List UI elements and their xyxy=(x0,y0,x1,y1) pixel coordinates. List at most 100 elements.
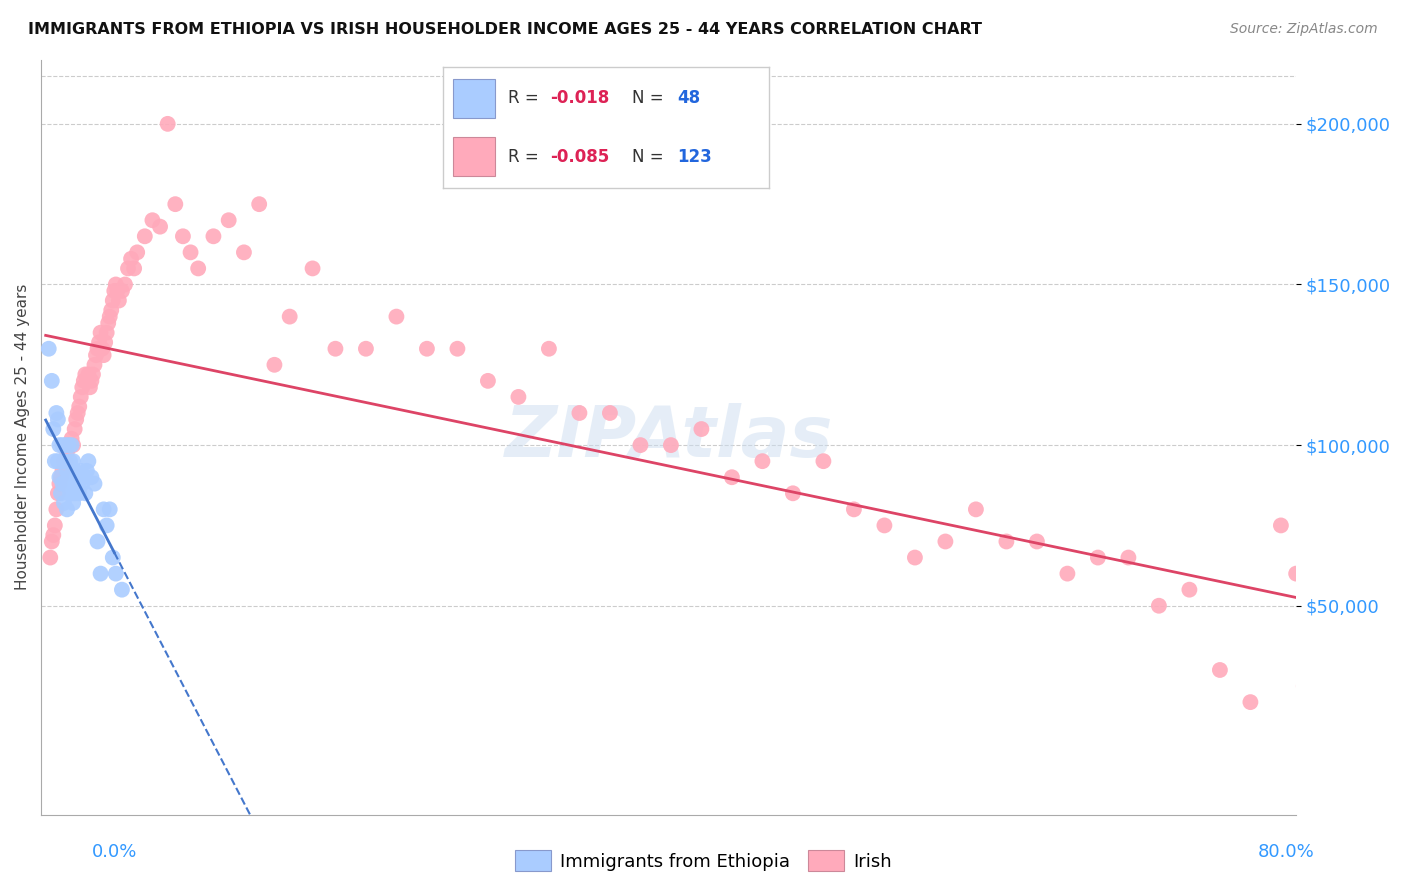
Point xyxy=(55,454,77,468)
Point xyxy=(60,438,83,452)
Y-axis label: Householder Income Ages 25 - 44 years: Householder Income Ages 25 - 44 years xyxy=(15,284,30,591)
Point xyxy=(51,464,73,478)
Point xyxy=(180,245,202,260)
Point xyxy=(873,518,896,533)
Point xyxy=(46,412,69,426)
Text: IMMIGRANTS FROM ETHIOPIA VS IRISH HOUSEHOLDER INCOME AGES 25 - 44 YEARS CORRELAT: IMMIGRANTS FROM ETHIOPIA VS IRISH HOUSEH… xyxy=(28,22,983,37)
Point xyxy=(108,293,131,308)
Point xyxy=(354,342,377,356)
Point xyxy=(62,438,84,452)
Text: 80.0%: 80.0% xyxy=(1258,843,1315,861)
Point xyxy=(42,422,65,436)
Point xyxy=(66,476,89,491)
Point xyxy=(45,502,67,516)
Point xyxy=(49,486,72,500)
Point xyxy=(56,502,79,516)
Point xyxy=(76,464,98,478)
Point xyxy=(1118,550,1140,565)
Point xyxy=(96,518,118,533)
Point xyxy=(628,438,651,452)
Point xyxy=(477,374,499,388)
Point xyxy=(83,358,105,372)
Point xyxy=(56,464,79,478)
Point xyxy=(72,380,94,394)
Point xyxy=(97,316,120,330)
Point xyxy=(75,486,97,500)
Point xyxy=(98,502,121,516)
Point xyxy=(1270,518,1292,533)
Point xyxy=(48,470,70,484)
Point xyxy=(63,422,86,436)
Point xyxy=(101,550,124,565)
Point xyxy=(58,438,80,452)
Point xyxy=(91,342,114,356)
Point xyxy=(46,486,69,500)
Point xyxy=(82,368,104,382)
Point xyxy=(232,245,254,260)
Point xyxy=(100,303,122,318)
Point xyxy=(63,486,86,500)
Point xyxy=(45,406,67,420)
Point xyxy=(51,476,73,491)
Point xyxy=(263,358,285,372)
Point xyxy=(55,476,77,491)
Point xyxy=(508,390,530,404)
Point xyxy=(149,219,172,234)
Point xyxy=(105,284,128,298)
Point xyxy=(73,470,96,484)
Point xyxy=(53,454,76,468)
Point xyxy=(117,261,139,276)
Point xyxy=(87,335,110,350)
Point xyxy=(66,406,89,420)
Point xyxy=(1147,599,1170,613)
Point xyxy=(934,534,956,549)
Point xyxy=(48,476,70,491)
Point xyxy=(90,326,112,340)
Point xyxy=(83,476,105,491)
Point xyxy=(77,454,100,468)
Point xyxy=(76,374,98,388)
Point xyxy=(69,390,91,404)
Point xyxy=(59,454,82,468)
Point xyxy=(1292,679,1315,693)
Point xyxy=(38,342,60,356)
Point xyxy=(134,229,156,244)
Legend: Immigrants from Ethiopia, Irish: Immigrants from Ethiopia, Irish xyxy=(508,843,898,879)
Point xyxy=(1298,711,1320,725)
Point xyxy=(165,197,187,211)
Point xyxy=(79,380,101,394)
Point xyxy=(127,245,149,260)
Point xyxy=(104,277,127,292)
Point xyxy=(172,229,194,244)
Point xyxy=(39,550,62,565)
Point xyxy=(446,342,468,356)
Point xyxy=(995,534,1018,549)
Point xyxy=(599,406,621,420)
Point xyxy=(41,374,63,388)
Point xyxy=(73,374,96,388)
Point xyxy=(49,454,72,468)
Point xyxy=(690,422,713,436)
Point xyxy=(42,528,65,542)
Point xyxy=(156,117,179,131)
Point xyxy=(202,229,225,244)
Point xyxy=(325,342,347,356)
Point xyxy=(67,400,90,414)
Point xyxy=(75,368,97,382)
Point xyxy=(1301,711,1323,725)
Point xyxy=(62,496,84,510)
Point xyxy=(93,502,115,516)
Point xyxy=(1239,695,1261,709)
Text: 0.0%: 0.0% xyxy=(91,843,136,861)
Point xyxy=(385,310,408,324)
Point xyxy=(98,310,121,324)
Point xyxy=(93,348,115,362)
Point xyxy=(60,476,83,491)
Point xyxy=(247,197,270,211)
Point xyxy=(44,518,66,533)
Point xyxy=(58,438,80,452)
Point xyxy=(72,476,94,491)
Point xyxy=(141,213,163,227)
Point xyxy=(278,310,301,324)
Point xyxy=(65,412,87,426)
